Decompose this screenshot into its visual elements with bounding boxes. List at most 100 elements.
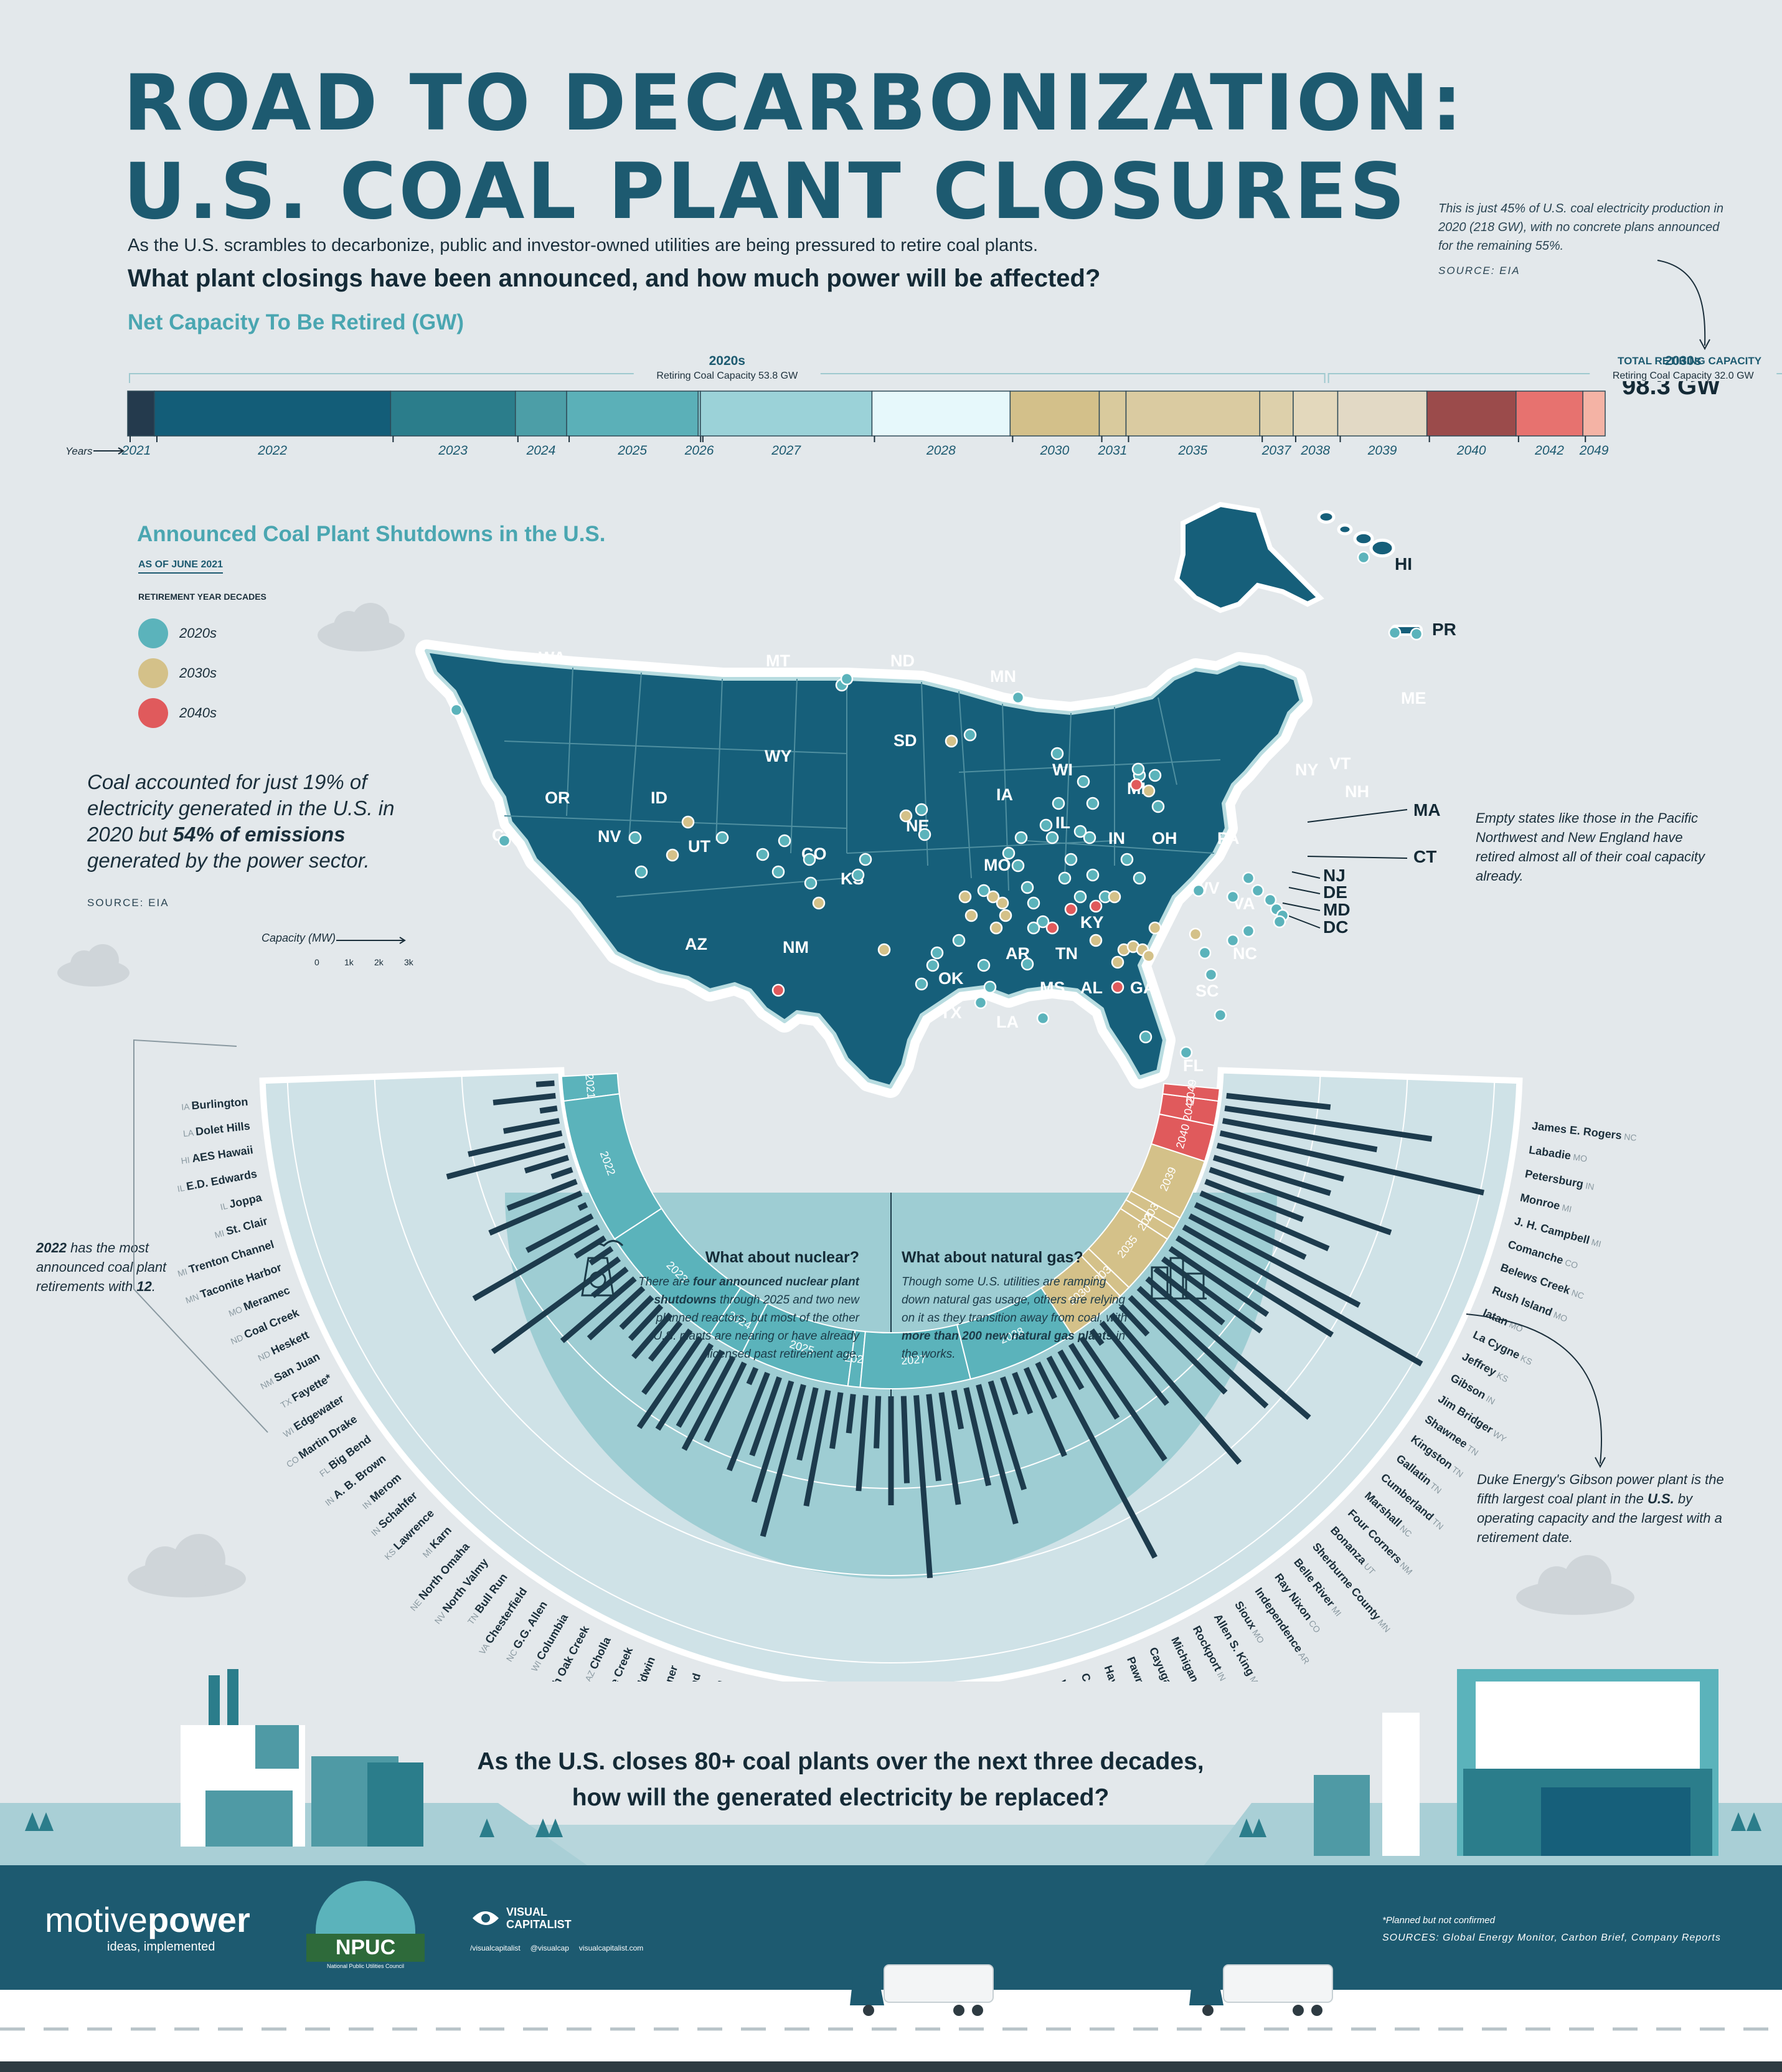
plant-dot [983,980,997,994]
plant-dot [958,890,972,904]
plant-bar [1128,1295,1228,1395]
plant-bar [938,1392,961,1505]
hawaii-island [1317,510,1336,524]
plant-name: Dolet Hills [195,1120,251,1138]
plant-dot [1148,769,1162,782]
legend-swatch-icon [138,698,168,728]
legend-item-2030s: 2030s [138,653,217,693]
leader-line [1291,871,1321,879]
legend-item-2040s: 2040s [138,693,217,733]
footer-sources: SOURCES: Global Energy Monitor, Carbon B… [1382,1932,1721,1943]
us-map: WAMTNDMNMEORIDSDWYWINYVTNHMIMAIANECANVUT… [415,501,1456,1098]
plant-bar [1224,1105,1433,1142]
truck-icon [850,1964,994,2016]
state-label: TX [940,1003,962,1022]
plant-bar [1199,1190,1330,1252]
plant-dot [1064,902,1078,916]
year-band [1162,1082,1220,1102]
plant-name: Meramec [242,1284,291,1313]
plant-bar [856,1395,869,1492]
plant-name: Labadie [1528,1143,1572,1162]
timeline-year-label: 2031 [1098,443,1128,458]
plant-name: J. H. Campbell [1513,1214,1591,1246]
plant-dot [974,996,988,1010]
state-label: NM [783,938,809,957]
plant-bar [803,1389,831,1507]
plant-dot [497,834,511,848]
plant-name: Monroe [1519,1191,1562,1212]
plant-bar [1161,1256,1263,1333]
plant-bar [573,1235,606,1259]
plant-dot [1086,797,1100,810]
decade-name: 2030s [1665,354,1701,368]
nuclear-plant-icon [581,1240,624,1297]
plant-label: Cumberland TN [1379,1471,1447,1532]
social-website[interactable]: visualcapitalist.com [578,1944,644,1952]
timeline-year-label: 2042 [1534,443,1564,458]
title-line-1: ROAD TO DECARBONIZATION: [123,59,1465,148]
plant-dot [999,909,1012,922]
plant-state: IL [219,1200,230,1212]
plant-dot [1139,1030,1153,1044]
plant-bar [631,1312,673,1360]
state-label: DE [1323,882,1347,902]
most-retirements-note: 2022 has the most announced coal plant r… [36,1238,204,1296]
social-twitter[interactable]: @visualcap [530,1944,569,1952]
plant-dot [1083,831,1096,844]
plant-dot [1039,818,1053,832]
plant-state: MI [1558,1202,1573,1214]
state-label: PA [1217,829,1240,848]
plant-bar [760,1384,806,1538]
plant-bar [1182,1224,1423,1366]
plant-dot [1263,893,1277,907]
nuclear-box: What about nuclear? There are four annou… [635,1249,859,1363]
cloud-icon [1516,1555,1634,1615]
state-border [1064,712,1072,879]
plant-dot [1027,921,1040,935]
plant-bar [577,1202,588,1211]
plant-bar [1168,1246,1270,1317]
plant-bar [1222,1118,1378,1153]
plant-bar [539,1105,558,1114]
plant-dot [1410,627,1423,641]
state-label: WI [1052,760,1073,779]
state-label: NC [1233,944,1257,963]
plant-name: Gibson [1448,1371,1488,1401]
plant-dot [1058,871,1072,885]
state-label: CT [1413,847,1436,866]
plant-bar [535,1080,555,1087]
nuclear-pre: There are [638,1275,693,1289]
state-label: IL [1055,813,1070,832]
plant-dot [1251,884,1265,897]
state-border [790,678,798,854]
plant-bar [506,1178,578,1211]
plant-name: Petersburg [1524,1167,1585,1190]
state-label: NY [1295,760,1319,779]
nuclear-post: through 2025 and two new planned reactor… [653,1294,859,1361]
state-label: VT [1329,754,1351,773]
plant-dot [1120,853,1134,866]
plant-dot [1226,934,1240,947]
timeline-segment [700,390,873,437]
plant-dot [1027,896,1040,910]
plant-state: MI [1588,1236,1602,1249]
plant-bar [926,1394,941,1482]
plant-bar [488,1190,583,1236]
timeline-year-label: 2027 [771,443,801,458]
timeline-year-label: 2024 [526,443,556,458]
timeline-segment [566,390,699,437]
plant-bar [591,1266,629,1299]
plant-bar [1209,1166,1392,1236]
plant-dot [1073,890,1087,904]
plant-dot [1151,800,1165,813]
plant-bar [681,1355,736,1451]
social-facebook[interactable]: /visualcapitalist [470,1944,521,1952]
plant-bar [446,1142,566,1180]
plant-dot [1142,784,1156,798]
plant-label: Petersburg IN [1524,1167,1596,1192]
state-border [566,667,573,816]
decade-legend: 2020s 2030s 2040s [138,613,217,733]
truck-icon [1189,1964,1333,2016]
plant-label: IL E.D. Edwards [176,1167,258,1194]
key-question: What plant closings have been announced,… [128,265,1101,292]
